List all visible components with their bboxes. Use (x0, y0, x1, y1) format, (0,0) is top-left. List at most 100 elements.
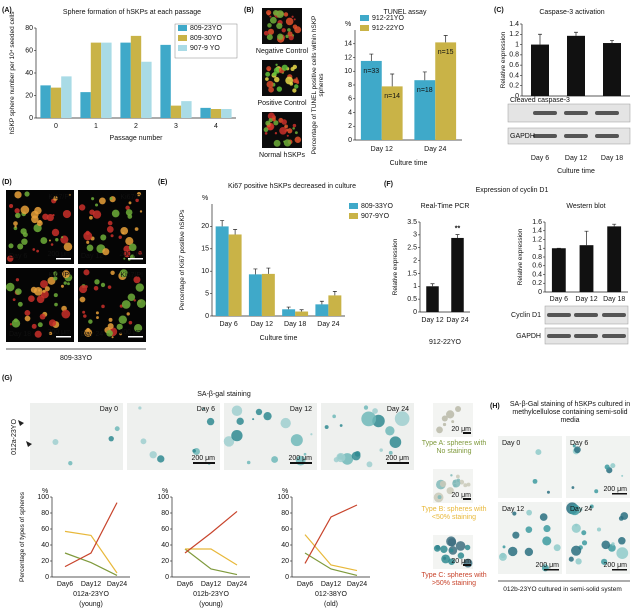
cell-cluster (572, 444, 576, 448)
y-tick-label: 40 (281, 542, 289, 549)
x-axis-sublabel: (old) (324, 601, 338, 608)
y-tick-label: 0 (538, 289, 542, 296)
cell-cluster (290, 434, 303, 447)
legend-label: 809-30YO (190, 35, 222, 42)
y-tick-label: 12 (344, 54, 352, 61)
cell-cluster (336, 452, 346, 463)
scale-bar (387, 462, 409, 464)
cell-cluster (15, 278, 20, 282)
cell-cluster (133, 276, 141, 284)
scale-bar (612, 493, 627, 495)
cell-cluster (98, 197, 106, 205)
y-tick-label: 80 (25, 25, 33, 32)
cell-cluster (451, 420, 455, 424)
y-tick-label: 0.5 (407, 296, 417, 303)
cell-cluster (292, 127, 295, 130)
error-bar (422, 71, 427, 81)
cell-cluster (108, 435, 114, 442)
cell-cluster (512, 511, 517, 516)
y-unit: % (282, 488, 288, 495)
cell-cluster (31, 323, 37, 329)
cell-cluster (62, 209, 72, 219)
x-tick-label: Day 24 (446, 317, 468, 324)
row-label: 012a-23YO (11, 419, 18, 455)
cell-cluster (33, 286, 43, 296)
y-tick-label: 0 (413, 309, 417, 316)
cell-cluster (611, 542, 615, 546)
cell-cluster (82, 310, 86, 314)
blot-band (602, 313, 626, 317)
cell-cluster (52, 438, 59, 445)
cell-cluster (601, 540, 611, 550)
y-tick-label: 1.4 (532, 228, 542, 235)
cell-cluster (128, 243, 137, 252)
legend-swatch (349, 203, 358, 209)
scale-label: 200 μm (386, 455, 410, 462)
cell-cluster (574, 446, 581, 454)
cell-cluster (246, 460, 251, 465)
cell-cluster (569, 504, 581, 516)
error-bar (390, 73, 395, 87)
cell-cluster (135, 283, 144, 292)
cell-cluster (28, 295, 35, 302)
cell-cluster (581, 540, 588, 546)
cell-cluster (21, 238, 28, 245)
day-label: Day 6 (197, 406, 215, 413)
chart-title: Caspase-3 activation (539, 9, 604, 16)
micrograph (566, 436, 630, 498)
cell-cluster (95, 311, 99, 315)
bar (170, 105, 182, 118)
bar (607, 226, 622, 292)
cell-cluster (272, 71, 277, 76)
cell-cluster (361, 411, 377, 427)
blot-band (547, 313, 571, 317)
cell-cluster (351, 451, 361, 461)
cell-cluster (32, 248, 36, 251)
cell-cluster (34, 206, 42, 215)
cell-cluster (292, 64, 298, 70)
y-axis-label: Percentage of Ki67 positive hSKPs (178, 209, 186, 311)
cell-cluster (46, 213, 54, 222)
micrograph (127, 403, 220, 470)
cell-cluster (601, 558, 608, 565)
cell-cluster (44, 286, 50, 292)
cell-cluster (303, 452, 307, 456)
day-label: Day 6 (9, 253, 27, 260)
x-tick-label: Day24 (107, 581, 127, 588)
bar (181, 101, 192, 118)
cell-cluster (61, 309, 71, 319)
y-tick-label: 60 (25, 47, 33, 54)
cell-cluster (20, 228, 27, 235)
cell-cluster (88, 319, 93, 324)
bar (160, 44, 171, 118)
bar (40, 85, 51, 118)
cell-cluster (544, 563, 547, 567)
cell-cluster (539, 513, 548, 521)
cell-cluster (53, 276, 58, 281)
x-axis-label: 012a-23YO (73, 591, 109, 598)
y-tick-label: 5 (205, 290, 209, 297)
y-tick-label: 0.8 (532, 254, 542, 261)
cell-cluster (271, 456, 279, 463)
x-tick-label: Day 12 (575, 296, 597, 303)
cell-cluster (568, 556, 574, 562)
cell-cluster (79, 204, 86, 211)
bar (261, 273, 275, 316)
cell-cluster (101, 304, 105, 309)
cell-cluster (118, 315, 127, 324)
series-line (304, 504, 358, 564)
blot-label: GAPDH (516, 333, 541, 340)
x-tick-label: Day 12 (371, 146, 393, 153)
cell-cluster (89, 209, 95, 215)
blot-band (533, 111, 557, 115)
cell-cluster (231, 405, 243, 416)
cell-cluster (122, 232, 125, 235)
cell-cluster (285, 34, 289, 39)
cell-cluster (37, 322, 43, 328)
cell-cluster (287, 128, 293, 134)
cell-cluster (106, 225, 114, 233)
cell-cluster (502, 545, 506, 549)
cell-cluster (289, 81, 294, 86)
cell-cluster (457, 552, 465, 559)
